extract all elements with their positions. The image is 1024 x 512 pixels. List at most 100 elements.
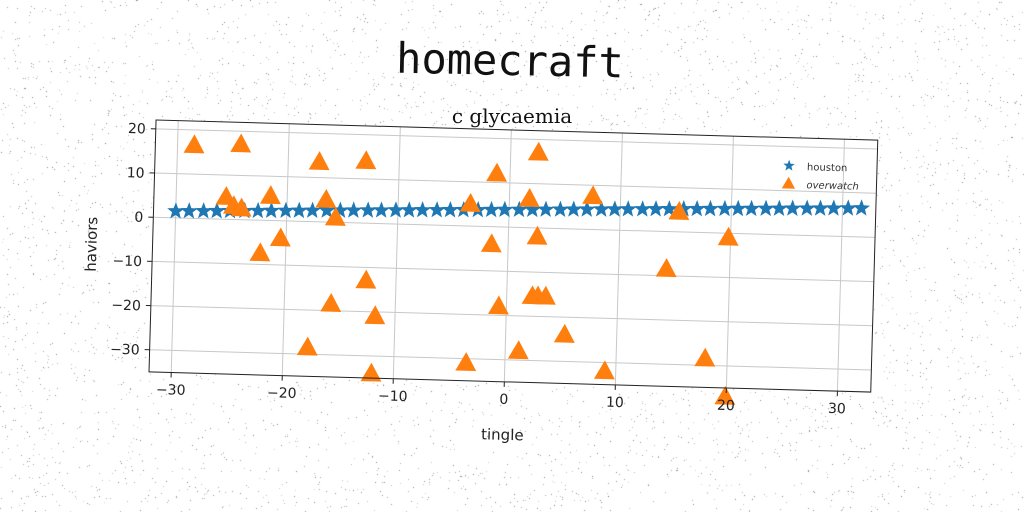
x-tick-label: −30 bbox=[156, 382, 186, 399]
houston-point bbox=[729, 199, 747, 217]
houston-point bbox=[619, 200, 637, 217]
houston-point bbox=[208, 202, 226, 219]
y-tick-label: 20 bbox=[128, 121, 146, 137]
houston-point bbox=[839, 199, 857, 216]
y-tick-label: −20 bbox=[111, 298, 141, 315]
houston-point bbox=[413, 201, 432, 218]
y-grid-line bbox=[154, 172, 877, 194]
overwatch-point bbox=[355, 269, 377, 289]
overwatch-point bbox=[486, 162, 508, 182]
overwatch-point bbox=[582, 185, 604, 205]
y-tick-label: −10 bbox=[112, 253, 142, 270]
legend-label-houston: houston bbox=[807, 162, 848, 174]
grid-lines bbox=[149, 120, 878, 392]
y-grid-line bbox=[152, 260, 874, 283]
y-grid-line bbox=[153, 216, 876, 238]
houston-point bbox=[482, 200, 500, 218]
legend-marker-overwatch bbox=[781, 176, 796, 189]
x-tick-label: 30 bbox=[828, 401, 846, 417]
legend: houston overwatch bbox=[781, 159, 859, 193]
houston-point bbox=[359, 201, 377, 218]
houston-point bbox=[537, 200, 555, 218]
houston-point bbox=[345, 201, 363, 218]
overwatch-point bbox=[259, 185, 281, 205]
overwatch-point bbox=[355, 150, 377, 170]
houston-point bbox=[372, 201, 390, 218]
overwatch-point bbox=[668, 201, 690, 220]
overwatch-point bbox=[655, 258, 677, 278]
houston-point bbox=[716, 199, 734, 217]
plot-area: −30 −20 −10 0 10 20 30 20 10 0 −10 −20 −30 tingle ha… bbox=[82, 119, 879, 444]
overwatch-point bbox=[526, 225, 548, 245]
x-grid-line bbox=[503, 129, 512, 382]
x-tick-label: −10 bbox=[378, 388, 408, 405]
houston-point bbox=[606, 200, 624, 217]
overwatch-point bbox=[714, 385, 736, 405]
y-tick-label: 0 bbox=[134, 210, 143, 226]
overwatch-point bbox=[360, 362, 382, 382]
houston-point bbox=[441, 201, 459, 218]
y-grid-line bbox=[155, 128, 878, 150]
houston-point bbox=[578, 200, 596, 217]
houston-point bbox=[757, 199, 775, 217]
y-tick-label: −30 bbox=[110, 342, 140, 359]
houston-point bbox=[798, 199, 816, 216]
tick-labels: −30 −20 −10 0 10 20 30 20 10 0 −10 −20 −30 bbox=[110, 121, 846, 417]
houston-point bbox=[811, 199, 829, 216]
houston-point bbox=[784, 199, 802, 216]
overwatch-point bbox=[593, 360, 615, 380]
axes-frame bbox=[148, 119, 879, 393]
overwatch-point bbox=[324, 206, 346, 226]
houston-point bbox=[195, 202, 213, 219]
houston-point bbox=[551, 200, 569, 217]
overwatch-point bbox=[694, 347, 716, 367]
x-grid-line bbox=[392, 126, 401, 379]
y-grid-line bbox=[150, 305, 873, 327]
houston-point bbox=[167, 202, 185, 219]
overwatch-point bbox=[459, 192, 481, 212]
overwatch-point bbox=[534, 285, 556, 305]
overwatch-point bbox=[717, 226, 739, 246]
legend-marker-houston bbox=[783, 159, 795, 171]
x-tick-label: 10 bbox=[606, 395, 624, 411]
houston-point bbox=[770, 199, 788, 217]
overwatch-point bbox=[364, 305, 386, 325]
legend-label-overwatch: overwatch bbox=[806, 180, 859, 192]
series-overwatch bbox=[183, 133, 739, 405]
houston-point bbox=[277, 201, 295, 219]
houston-point bbox=[852, 199, 871, 216]
overwatch-point bbox=[455, 352, 477, 372]
overwatch-point bbox=[320, 293, 342, 312]
houston-point bbox=[523, 200, 542, 218]
houston-point bbox=[318, 201, 336, 219]
overwatch-point bbox=[249, 242, 271, 262]
overwatch-point bbox=[296, 336, 318, 356]
overwatch-point bbox=[230, 197, 252, 217]
x-tick-label: −20 bbox=[267, 385, 297, 402]
overwatch-point bbox=[269, 227, 291, 247]
x-grid-line bbox=[836, 139, 845, 392]
houston-point bbox=[290, 201, 308, 219]
overwatch-point bbox=[480, 233, 502, 253]
houston-point bbox=[387, 201, 405, 218]
houston-point bbox=[262, 201, 280, 219]
overwatch-point bbox=[527, 141, 549, 161]
overwatch-point bbox=[230, 133, 252, 153]
houston-point bbox=[660, 200, 678, 217]
houston-point bbox=[428, 201, 446, 218]
overwatch-point bbox=[183, 134, 205, 154]
x-grid-line bbox=[281, 123, 290, 376]
x-grid-line bbox=[614, 133, 623, 385]
houston-point bbox=[303, 201, 322, 219]
chart-title: c glycaemia bbox=[452, 104, 572, 128]
overwatch-point bbox=[521, 285, 543, 305]
houston-point bbox=[592, 200, 611, 217]
overwatch-point bbox=[315, 188, 337, 208]
x-grid-line bbox=[725, 136, 734, 389]
houston-point bbox=[825, 199, 843, 216]
houston-point bbox=[249, 201, 267, 219]
series-houston bbox=[167, 199, 871, 219]
houston-point bbox=[400, 201, 418, 218]
overwatch-point bbox=[308, 151, 330, 171]
